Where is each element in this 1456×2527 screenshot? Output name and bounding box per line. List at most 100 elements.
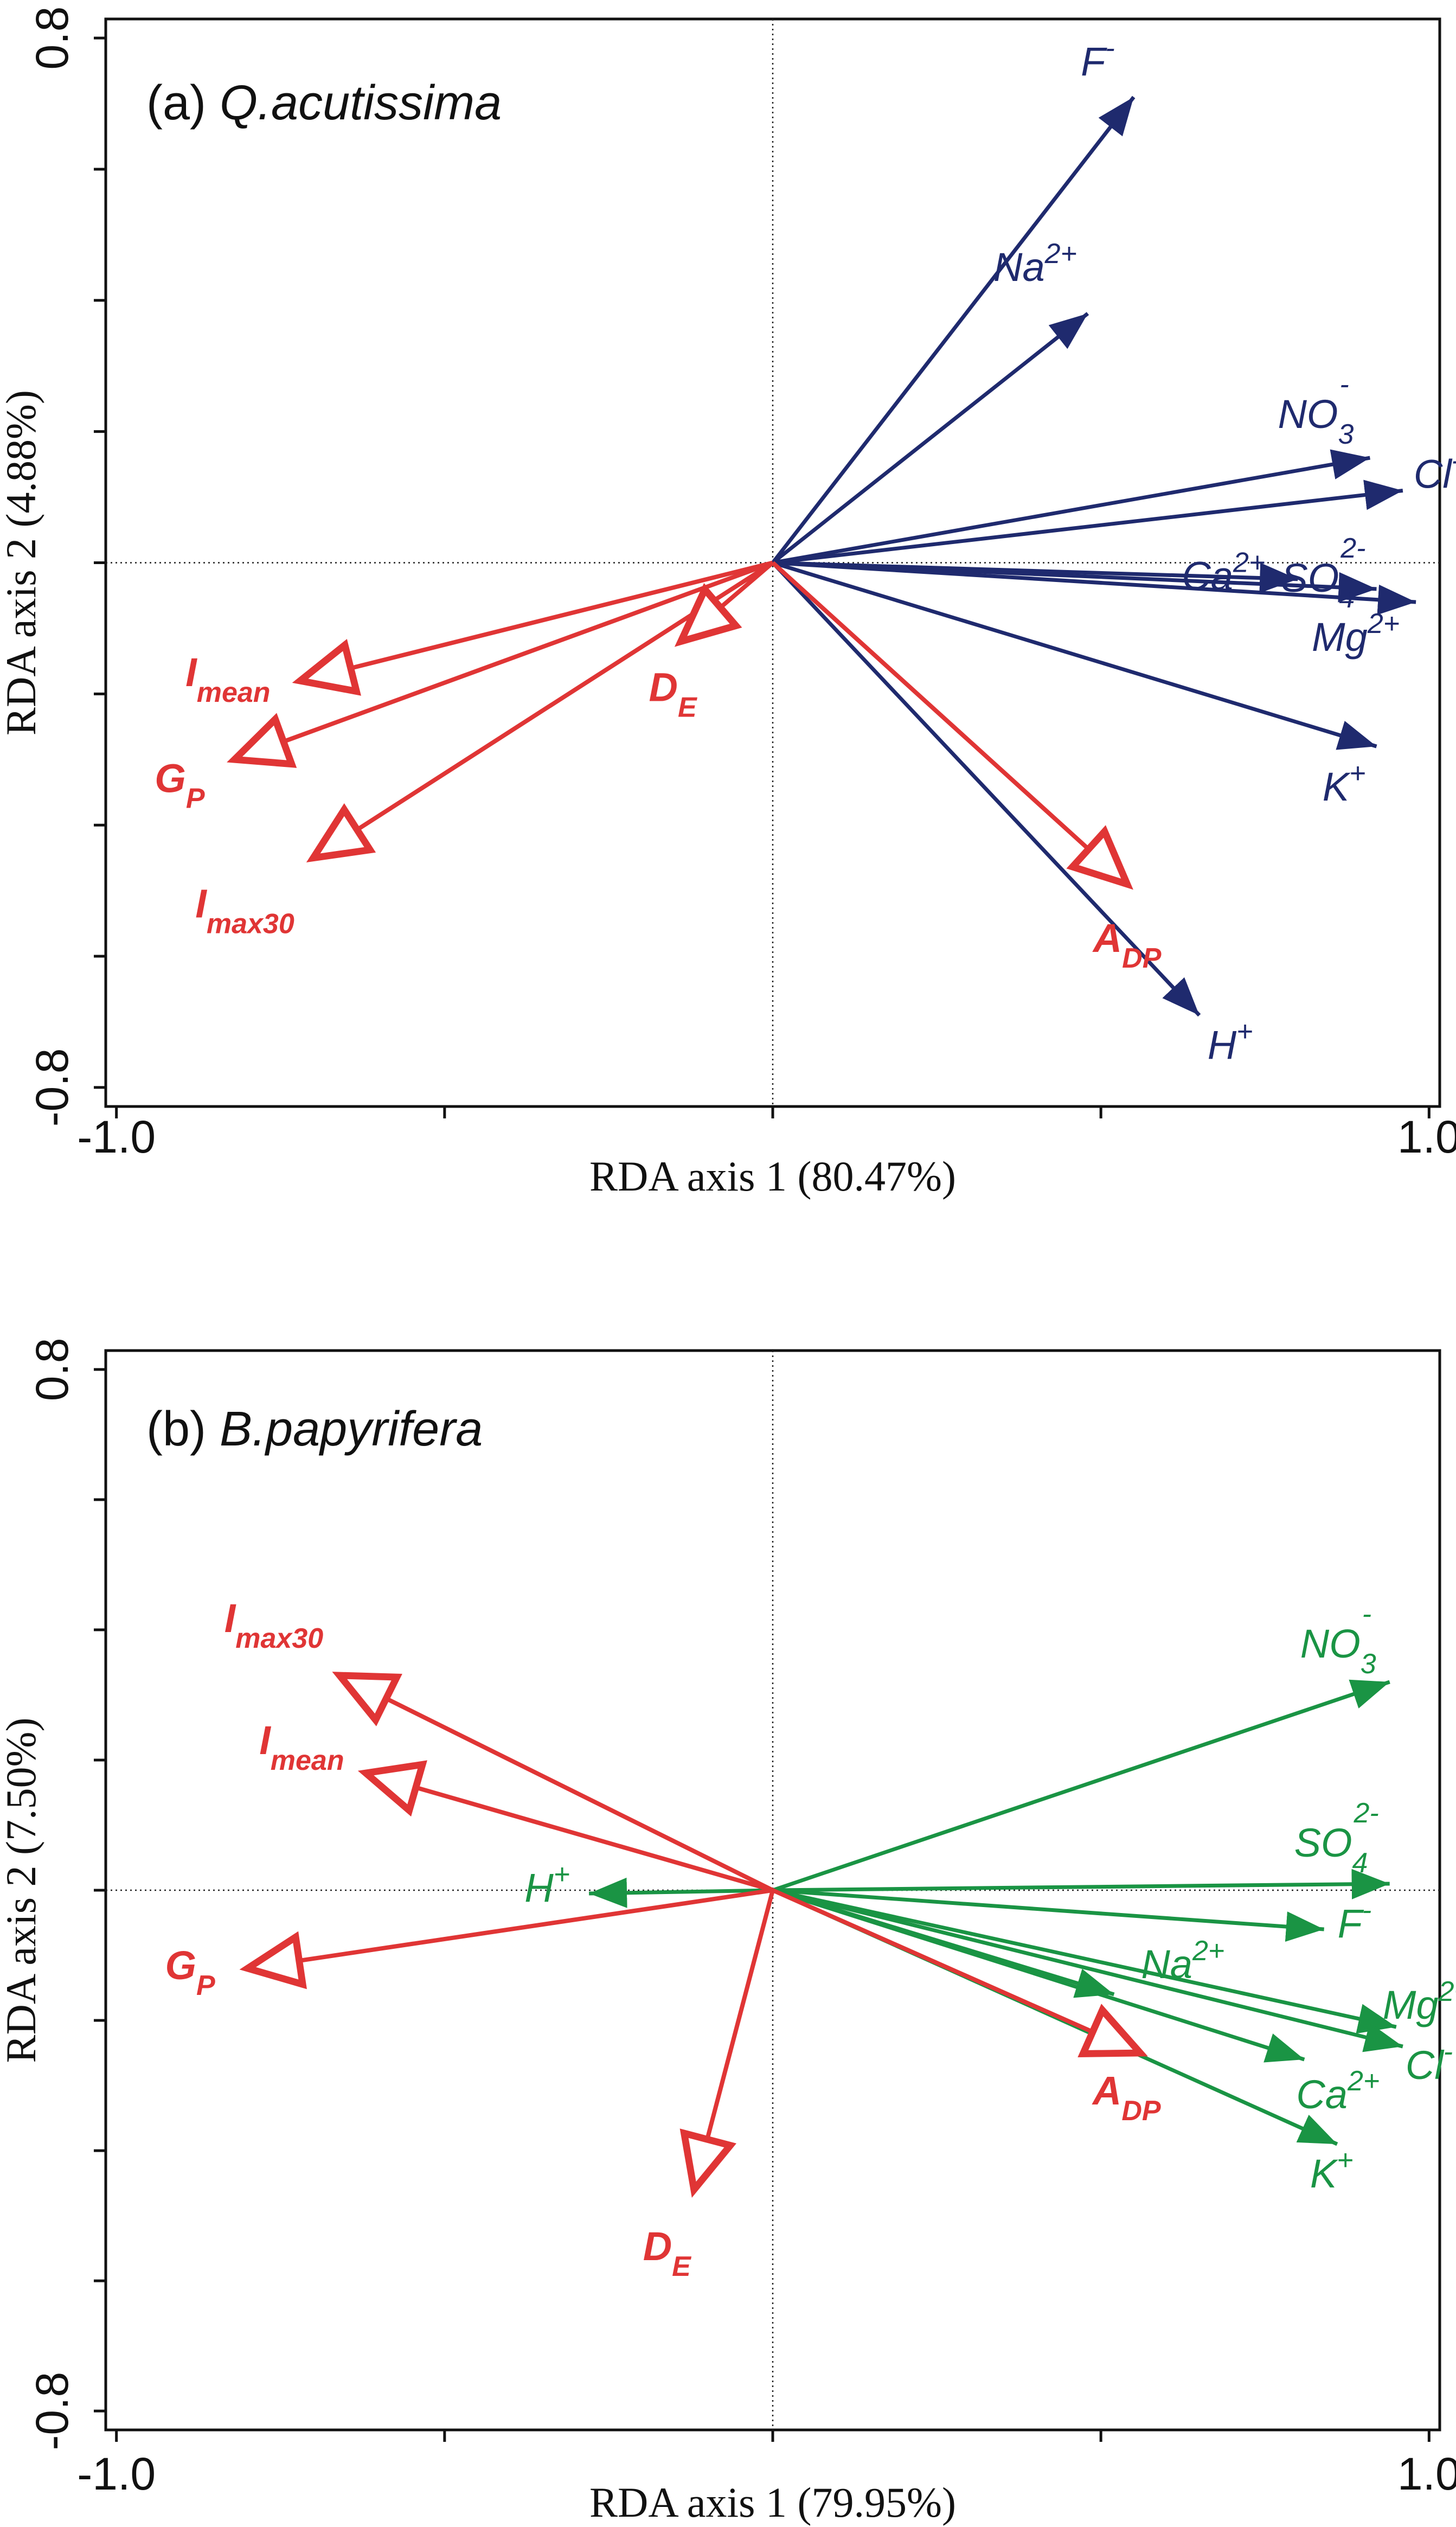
- vector-no3-superscript: -: [1339, 369, 1349, 400]
- vector-no3-superscript: -: [1362, 1598, 1371, 1630]
- panel-b: -1.0 1.0 0.8 -0.8 RDA axis 1 (79.95%) RDA axi…: [0, 1338, 1456, 2526]
- vector-de-subscript: E: [672, 2251, 691, 2282]
- vector-so4-arrow: [772, 1869, 1390, 1899]
- series-rainfall: Imean GP Imax30 DE ADP: [155, 560, 1162, 974]
- vector-f-superscript: -: [1362, 1895, 1371, 1926]
- vector-gp-label: GP: [155, 756, 205, 814]
- vector-no3-arrow: [772, 449, 1370, 565]
- vector-mg-label: Mg2+: [1312, 608, 1400, 660]
- vector-gp-arrow: [227, 560, 774, 768]
- vector-imax30-label: Imax30: [195, 881, 294, 940]
- vector-h-arrow: [771, 561, 1201, 1017]
- vector-mg-label-text: Mg: [1312, 615, 1368, 660]
- vector-k-label-text: K: [1323, 764, 1351, 809]
- vector-imean-label-text: I: [185, 650, 197, 695]
- series-ions: F-Na2+NO3-Cl-Ca2+SO42-Mg2+K+H+: [771, 33, 1456, 1067]
- panel-letter: (b): [146, 1402, 220, 1456]
- vector-na-label-text: Na: [993, 245, 1045, 290]
- x-tick-label: -1.0: [77, 2448, 156, 2499]
- vector-h-superscript: +: [554, 1859, 570, 1890]
- vector-de-label: DE: [649, 665, 697, 724]
- vector-adp-label: ADP: [1092, 916, 1162, 974]
- vector-cl-label-text: Cl: [1414, 451, 1453, 496]
- vector-h-superscript: +: [1236, 1016, 1253, 1047]
- vector-mg-arrow: [772, 561, 1416, 615]
- vector-adp-subscript: DP: [1122, 943, 1162, 974]
- panel-a: -1.0 1.0 0.8 -0.8 RDA axis 1 (80.47%) RDA axi…: [0, 7, 1456, 1200]
- vector-na-superscript: 2+: [1044, 238, 1077, 270]
- vector-de-subscript: E: [678, 692, 697, 724]
- vector-no3-subscript: 3: [1338, 419, 1354, 450]
- vector-adp-label-text: A: [1092, 916, 1122, 961]
- vector-na-label: Na2+: [993, 238, 1077, 290]
- vector-h-arrow: [589, 1877, 773, 1908]
- series-rainfall: Imax30 Imean GP DE ADP: [165, 1596, 1160, 2282]
- vector-na-superscript: 2+: [1192, 1935, 1224, 1967]
- vector-f-label: F-: [1338, 1895, 1372, 1946]
- vector-de-label-text: D: [643, 2224, 672, 2269]
- vector-h-label: H+: [524, 1859, 570, 1910]
- vector-k-arrow: [772, 561, 1377, 750]
- vector-ca-arrow: [772, 1888, 1305, 2063]
- vector-f-label: F-: [1081, 33, 1115, 84]
- vector-ca-superscript: 2+: [1347, 2065, 1380, 2097]
- vector-gp-label: GP: [165, 1943, 215, 2001]
- vector-imax30-arrow: [306, 561, 774, 862]
- vector-gp-arrow: [239, 1888, 773, 1989]
- vector-cl-superscript: -: [1444, 2036, 1453, 2068]
- vector-mg-label: Mg2+: [1383, 1976, 1456, 2027]
- y-axis-title: RDA axis 2 (4.88%): [0, 390, 44, 735]
- vector-na-arrow: [771, 312, 1089, 565]
- vector-so4-label: SO42-: [1294, 1797, 1379, 1879]
- vector-mg-superscript: 2+: [1438, 1976, 1456, 2007]
- vector-adp-label-text: A: [1092, 2068, 1121, 2113]
- vector-no3-label-text: NO: [1300, 1621, 1361, 1666]
- vector-imax30-subscript: max30: [235, 1623, 323, 1654]
- vector-k-label: K+: [1323, 758, 1366, 809]
- vector-cl-label-text: Cl: [1406, 2043, 1445, 2088]
- vector-imean-arrow: [357, 1760, 774, 1892]
- vector-cl-arrow: [772, 479, 1403, 565]
- vector-de-arrow: [679, 1889, 775, 2198]
- vector-imean-label: Imean: [259, 1718, 344, 1776]
- panel-label: (b) B.papyrifera: [146, 1402, 483, 1456]
- vector-k-superscript: +: [1349, 758, 1365, 789]
- vector-gp-subscript: P: [186, 783, 205, 814]
- vector-imean-subscript: mean: [197, 677, 271, 708]
- vector-imean-subscript: mean: [271, 1745, 344, 1776]
- vector-imax30-label-text: I: [195, 881, 207, 926]
- y-tick-label: 0.8: [27, 1338, 78, 1401]
- vector-ca-label: Ca2+: [1296, 2065, 1380, 2117]
- vector-f-arrow: [771, 95, 1136, 564]
- vector-cl-superscript: -: [1452, 445, 1456, 476]
- vector-no3-label-text: NO: [1278, 392, 1338, 437]
- vector-h-label-text: H: [1208, 1022, 1237, 1067]
- y-tick-label: -0.8: [27, 2372, 78, 2451]
- vector-so4-superscript: 2-: [1340, 533, 1365, 564]
- vector-adp-subscript: DP: [1121, 2095, 1161, 2127]
- panel-species: B.papyrifera: [220, 1402, 483, 1456]
- vector-imax30-arrow: [332, 1672, 774, 1892]
- vector-imean-arrow: [292, 560, 773, 696]
- x-tick-label: 1.0: [1397, 1111, 1456, 1162]
- vector-gp-label-text: G: [165, 1943, 196, 1988]
- vector-mg-arrow: [772, 1888, 1397, 2034]
- panel-letter: (a): [146, 76, 220, 130]
- vector-cl-label: Cl-: [1406, 2036, 1453, 2088]
- vector-f-label-text: F: [1338, 1901, 1364, 1946]
- vector-so4-subscript: 4: [1352, 1847, 1368, 1879]
- vector-cl-label: Cl-: [1414, 445, 1456, 496]
- x-axis-title: RDA axis 1 (80.47%): [589, 1153, 956, 1200]
- vector-k-label: K+: [1310, 2145, 1354, 2196]
- vector-k-superscript: +: [1337, 2145, 1353, 2176]
- panel-species: Q.acutissima: [220, 76, 502, 130]
- vector-cl-arrow: [772, 1888, 1403, 2052]
- vector-f-superscript: -: [1105, 33, 1114, 64]
- vector-f-arrow: [772, 1888, 1324, 1942]
- vector-no3-label: NO3 -: [1278, 369, 1354, 450]
- vector-so4-superscript: 2-: [1353, 1797, 1378, 1829]
- vector-imax30-label-text: I: [225, 1596, 236, 1641]
- vector-so4-label: SO42-: [1281, 533, 1365, 614]
- vector-no3-subscript: 3: [1361, 1648, 1376, 1680]
